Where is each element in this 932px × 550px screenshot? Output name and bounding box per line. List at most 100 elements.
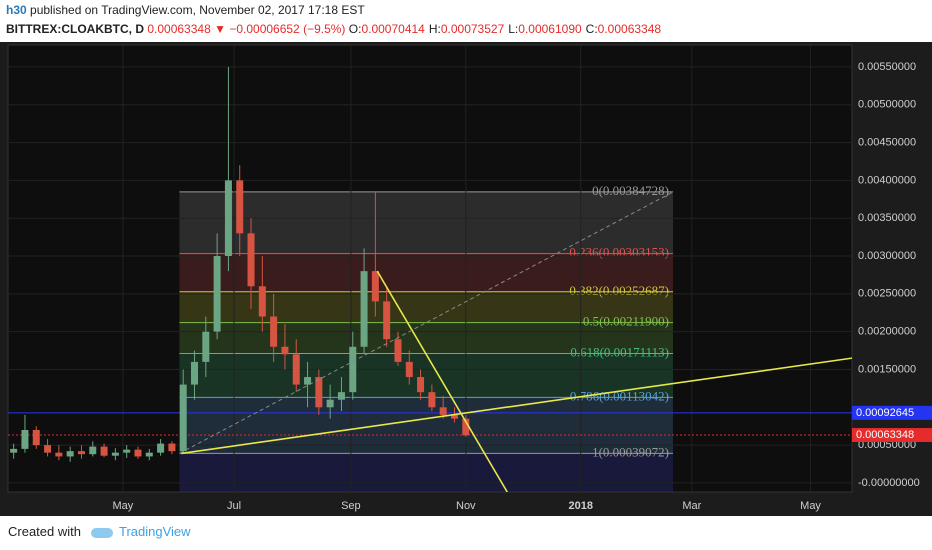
ohlc-key: C:	[585, 22, 598, 36]
fib-band	[179, 453, 674, 492]
fib-band	[179, 353, 674, 398]
x-tick-label: Sep	[341, 500, 361, 512]
candle-body	[213, 256, 221, 332]
y-tick-label: 0.00450000	[858, 136, 916, 148]
symbol: BITTREX:CLOAKBTC, D	[6, 22, 144, 36]
candle-body	[315, 377, 323, 408]
candle-body	[417, 377, 425, 393]
publisher[interactable]: h30	[6, 3, 27, 17]
ohlc-value: 0.00063348	[597, 22, 662, 36]
y-tick-label: 0.00300000	[858, 250, 916, 262]
ohlc-value: 0.00070414	[361, 22, 425, 36]
candle-body	[360, 271, 368, 347]
candle-body	[281, 346, 289, 355]
candle-body	[337, 392, 345, 400]
y-tick-label: 0.00350000	[858, 212, 916, 224]
logo	[90, 527, 113, 538]
price-badge	[852, 428, 932, 443]
published-text: published on TradingView.com, November 0…	[30, 3, 365, 17]
x-tick-label: 2018	[568, 500, 592, 512]
candle-body	[55, 452, 63, 457]
y-tick-label: 0.00050000	[858, 439, 916, 451]
x-tick-label: May	[113, 500, 134, 512]
ohlc: O:0.00070414 H:0.00073527 L:0.00061090 C:0.…	[349, 22, 665, 36]
candle-body	[44, 445, 52, 453]
candle-body	[428, 392, 436, 408]
candle-body	[450, 414, 458, 419]
candle-body	[304, 377, 312, 385]
trendline	[181, 357, 852, 455]
candle-body	[349, 346, 357, 393]
fib-band	[179, 322, 674, 354]
candle-body	[145, 452, 153, 457]
candle-body	[202, 331, 210, 362]
candle-body	[66, 451, 74, 457]
y-tick-label: 0.00550000	[858, 61, 916, 73]
change: −0.00006652 (−9.5%)	[229, 22, 346, 36]
fib-label: 0(0.00384728)	[592, 183, 669, 198]
symbol-bar: BITTREX:CLOAKBTC, D 0.00063348 ▼ −0.0000…	[6, 22, 665, 36]
candle-body	[292, 354, 300, 385]
fib-label: 0.382(0.00252687)	[569, 283, 669, 298]
fib-label: 0.786(0.00113042)	[570, 388, 669, 403]
y-tick-label: 0.00400000	[858, 174, 916, 186]
price-badge-label: 0.00063348	[856, 429, 914, 441]
candle-body	[21, 429, 29, 449]
fib-band	[179, 191, 674, 254]
fib-label: 0.618(0.00171113)	[570, 344, 669, 359]
y-tick-label: 0.00200000	[858, 326, 916, 338]
header: h30 published on TradingView.com, Novemb…	[6, 3, 365, 17]
x-tick-label: May	[800, 500, 821, 512]
candle-body	[191, 361, 199, 385]
ohlc-key: H:	[428, 22, 441, 36]
candle-body	[258, 286, 266, 317]
candle-body	[89, 446, 97, 455]
trendline	[376, 270, 508, 492]
candle-body	[405, 361, 413, 378]
change-arrow: ▼	[214, 22, 226, 36]
fib-label: 0.236(0.00303153)	[569, 245, 669, 260]
ohlc-value: 0.00073527	[440, 22, 505, 36]
fib-label: 1(0.00039072)	[592, 444, 669, 459]
fib-band	[179, 397, 674, 454]
x-tick-label: Mar	[682, 500, 701, 512]
candle-body	[236, 180, 244, 234]
x-tick-label: Jul	[227, 500, 241, 512]
candle-body	[394, 339, 402, 362]
candle-body	[383, 301, 391, 340]
candle-body	[32, 429, 40, 446]
candle-body	[224, 180, 232, 257]
created-with: Created with	[8, 524, 81, 539]
ohlc-value: 0.00061090	[518, 22, 582, 36]
candle-body	[247, 233, 255, 287]
candle-body	[10, 448, 18, 453]
candle-body	[439, 407, 447, 415]
ohlc-key: O:	[348, 22, 362, 36]
candle-body	[168, 443, 176, 452]
ohlc-key: L:	[508, 22, 519, 36]
trendline	[179, 191, 674, 454]
candle-body	[371, 271, 379, 302]
footer: Created with TradingView	[8, 524, 191, 539]
candle-body	[134, 449, 142, 457]
candle-body	[270, 316, 278, 347]
brand[interactable]: TradingView	[118, 524, 191, 539]
y-tick-label: -0.00000000	[858, 477, 920, 489]
candle-body	[100, 446, 108, 456]
candle-body	[111, 452, 119, 456]
candle-body	[179, 384, 187, 452]
y-tick-label: 0.00500000	[858, 99, 916, 111]
y-tick-label: 0.00150000	[858, 363, 916, 375]
last-price: 0.00063348	[147, 22, 211, 36]
candle-body	[77, 451, 85, 455]
candle-body	[462, 418, 470, 436]
candle-body	[326, 399, 334, 408]
fib-band	[179, 253, 674, 292]
fib-label: 0.5(0.00211900)	[583, 314, 669, 329]
x-tick-label: Nov	[456, 500, 476, 512]
price-badge	[852, 405, 932, 420]
price-badge-label: 0.00092645	[856, 407, 914, 419]
candle-body	[157, 443, 165, 453]
candle-body	[123, 449, 131, 453]
